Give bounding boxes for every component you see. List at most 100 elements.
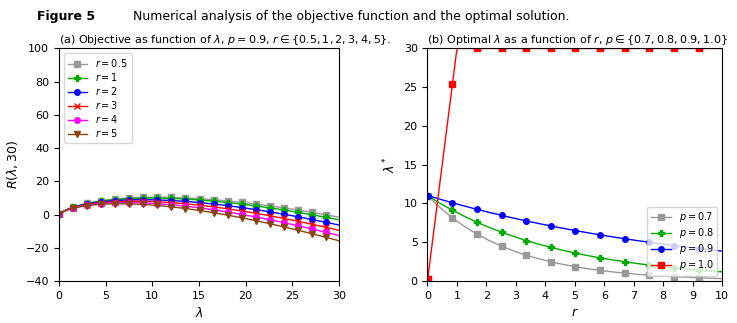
$r = 4$ bbox=[221, 210, 230, 214]
$p = 0.7$ bbox=[425, 195, 433, 199]
Text: Numerical analysis of the objective function and the optimal solution.: Numerical analysis of the objective func… bbox=[133, 10, 569, 23]
Line: $r = 1$: $r = 1$ bbox=[56, 195, 342, 223]
Line: $r = 4$: $r = 4$ bbox=[56, 200, 342, 238]
$p = 0.9$ bbox=[718, 249, 727, 253]
$r = 3$ bbox=[310, 223, 318, 226]
$r = 1$ bbox=[223, 201, 231, 204]
$p = 0.9$ bbox=[691, 246, 699, 250]
Legend: $p = 0.7$, $p = 0.8$, $p = 0.9$, $p = 1.0$: $p = 0.7$, $p = 0.8$, $p = 0.9$, $p = 1.… bbox=[647, 206, 717, 276]
$p = 0.9$ bbox=[671, 244, 680, 248]
$p = 0.8$ bbox=[598, 256, 607, 260]
$p = 0.8$ bbox=[671, 266, 680, 270]
$r = 1$ bbox=[221, 200, 230, 204]
$r = 2$ bbox=[221, 203, 230, 207]
$r = 1$ bbox=[335, 218, 343, 222]
$r = 5$ bbox=[221, 213, 230, 217]
$r = 2$ bbox=[55, 212, 64, 215]
$r = 0.5$ bbox=[310, 211, 318, 214]
$r = 2$ bbox=[55, 213, 63, 216]
$r = 5$ bbox=[55, 213, 63, 216]
$r = 4$ bbox=[55, 212, 64, 215]
$p = 0.8$ bbox=[598, 256, 607, 260]
$p = 0.8$ bbox=[604, 257, 612, 261]
$p = 0.7$ bbox=[604, 269, 612, 273]
$r = 3$ bbox=[227, 207, 236, 211]
$p = 1.0$ bbox=[453, 47, 461, 50]
Text: (a) Objective as function of $\lambda$, $p = 0.9$, $r \in \{0.5, 1, 2, 3, 4, 5\}: (a) Objective as function of $\lambda$, … bbox=[59, 33, 391, 47]
Text: Figure 5: Figure 5 bbox=[37, 10, 95, 23]
$r = 2$ bbox=[292, 214, 301, 218]
$p = 1.0$ bbox=[604, 47, 613, 50]
$r = 0.5$ bbox=[55, 213, 63, 216]
$r = 0.5$ bbox=[221, 199, 230, 203]
$r = 3$ bbox=[221, 207, 230, 211]
$r = 2$ bbox=[138, 198, 147, 202]
$r = 1$ bbox=[55, 213, 63, 216]
$r = 4$ bbox=[227, 211, 236, 214]
$p = 0.8$ bbox=[423, 194, 432, 198]
$p = 0.7$ bbox=[718, 277, 727, 281]
$r = 1$ bbox=[147, 196, 156, 200]
$r = 5$ bbox=[55, 212, 64, 215]
$r = 2$ bbox=[310, 218, 318, 222]
$r = 5$ bbox=[223, 213, 231, 217]
$r = 5$ bbox=[227, 214, 236, 218]
$p = 0.8$ bbox=[425, 194, 433, 198]
$p = 0.7$ bbox=[671, 275, 680, 279]
$r = 2$ bbox=[335, 223, 343, 227]
$p = 0.9$ bbox=[423, 193, 432, 197]
Line: $r = 0.5$: $r = 0.5$ bbox=[56, 194, 342, 220]
$r = 2$ bbox=[227, 204, 236, 208]
$r = 4$ bbox=[55, 213, 63, 216]
Y-axis label: $R(\lambda,30)$: $R(\lambda,30)$ bbox=[5, 140, 20, 189]
$p = 1.0$ bbox=[718, 47, 727, 50]
$r = 5$ bbox=[310, 232, 318, 236]
$r = 4$ bbox=[292, 224, 301, 227]
$r = 5$ bbox=[292, 228, 301, 232]
$r = 2$ bbox=[223, 203, 231, 207]
$r = 4$ bbox=[223, 210, 231, 214]
Line: $p = 0.7$: $p = 0.7$ bbox=[425, 193, 725, 281]
$r = 3$ bbox=[55, 212, 64, 215]
$r = 0.5$ bbox=[227, 199, 236, 203]
$p = 0.8$ bbox=[691, 268, 699, 272]
$r = 4$ bbox=[310, 227, 318, 231]
X-axis label: $r$: $r$ bbox=[571, 306, 579, 319]
Legend: $r = 0.5$, $r = 1$, $r = 2$, $r = 3$, $r = 4$, $r = 5$: $r = 0.5$, $r = 1$, $r = 2$, $r = 3$, $r… bbox=[64, 53, 131, 143]
$p = 0.7$ bbox=[423, 194, 432, 198]
$p = 0.9$ bbox=[598, 234, 607, 237]
$p = 0.8$ bbox=[718, 270, 727, 274]
$r = 0.5$ bbox=[152, 195, 161, 199]
$r = 1$ bbox=[292, 210, 301, 214]
$r = 3$ bbox=[55, 213, 63, 216]
$r = 1$ bbox=[310, 213, 318, 217]
Line: $r = 5$: $r = 5$ bbox=[56, 201, 342, 244]
$r = 0.5$ bbox=[223, 199, 231, 203]
Line: $p = 0.8$: $p = 0.8$ bbox=[425, 193, 725, 275]
$r = 5$ bbox=[116, 202, 125, 206]
$r = 0.5$ bbox=[335, 215, 343, 219]
Line: $r = 3$: $r = 3$ bbox=[56, 198, 342, 233]
$r = 1$ bbox=[227, 201, 236, 205]
$r = 3$ bbox=[292, 219, 301, 223]
Line: $p = 0.9$: $p = 0.9$ bbox=[425, 193, 725, 254]
Text: (b) Optimal $\lambda$ as a function of $r$, $p \in \{0.7, 0.8, 0.9, 1.0\}$: (b) Optimal $\lambda$ as a function of $… bbox=[427, 33, 728, 47]
Line: $r = 2$: $r = 2$ bbox=[56, 197, 342, 228]
$r = 3$ bbox=[130, 199, 139, 203]
$p = 1.0$ bbox=[600, 47, 609, 50]
$r = 3$ bbox=[223, 207, 231, 211]
$p = 1.0$ bbox=[691, 47, 700, 50]
X-axis label: $\lambda$: $\lambda$ bbox=[195, 306, 203, 320]
$p = 0.7$ bbox=[598, 269, 607, 273]
Y-axis label: $\lambda^*$: $\lambda^*$ bbox=[382, 156, 398, 173]
$p = 1.0$ bbox=[423, 277, 432, 281]
$p = 0.9$ bbox=[604, 234, 612, 238]
$p = 0.9$ bbox=[598, 233, 607, 237]
$r = 0.5$ bbox=[292, 208, 301, 212]
$r = 0.5$ bbox=[55, 212, 64, 215]
$p = 0.7$ bbox=[598, 269, 607, 273]
$r = 3$ bbox=[335, 228, 343, 232]
Line: $p = 1.0$: $p = 1.0$ bbox=[425, 46, 725, 281]
$r = 4$ bbox=[122, 201, 131, 204]
$p = 1.0$ bbox=[673, 47, 682, 50]
